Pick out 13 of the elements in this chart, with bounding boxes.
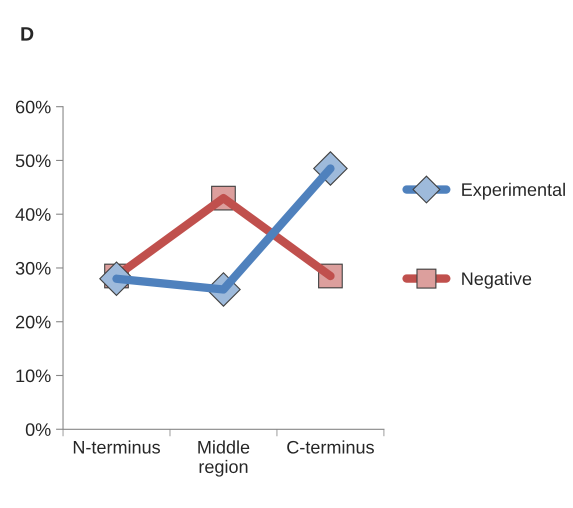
y-tick-label: 30% <box>16 262 51 275</box>
legend-label: Negative <box>462 272 532 289</box>
y-tick-label: 60% <box>16 100 51 114</box>
chart-title: D <box>21 27 34 41</box>
x-tick-label: C-terminus <box>287 440 374 454</box>
y-tick-label: 40% <box>16 208 51 221</box>
legend-label: Experimental <box>462 182 565 200</box>
y-tick-label: 0% <box>26 423 51 436</box>
y-tick-label: 10% <box>16 369 51 382</box>
y-tick-label: 50% <box>16 154 51 168</box>
y-tick-label: 20% <box>16 316 51 328</box>
x-tick-label: Middle region <box>198 440 250 477</box>
x-tick-label: N-terminus <box>74 440 160 454</box>
